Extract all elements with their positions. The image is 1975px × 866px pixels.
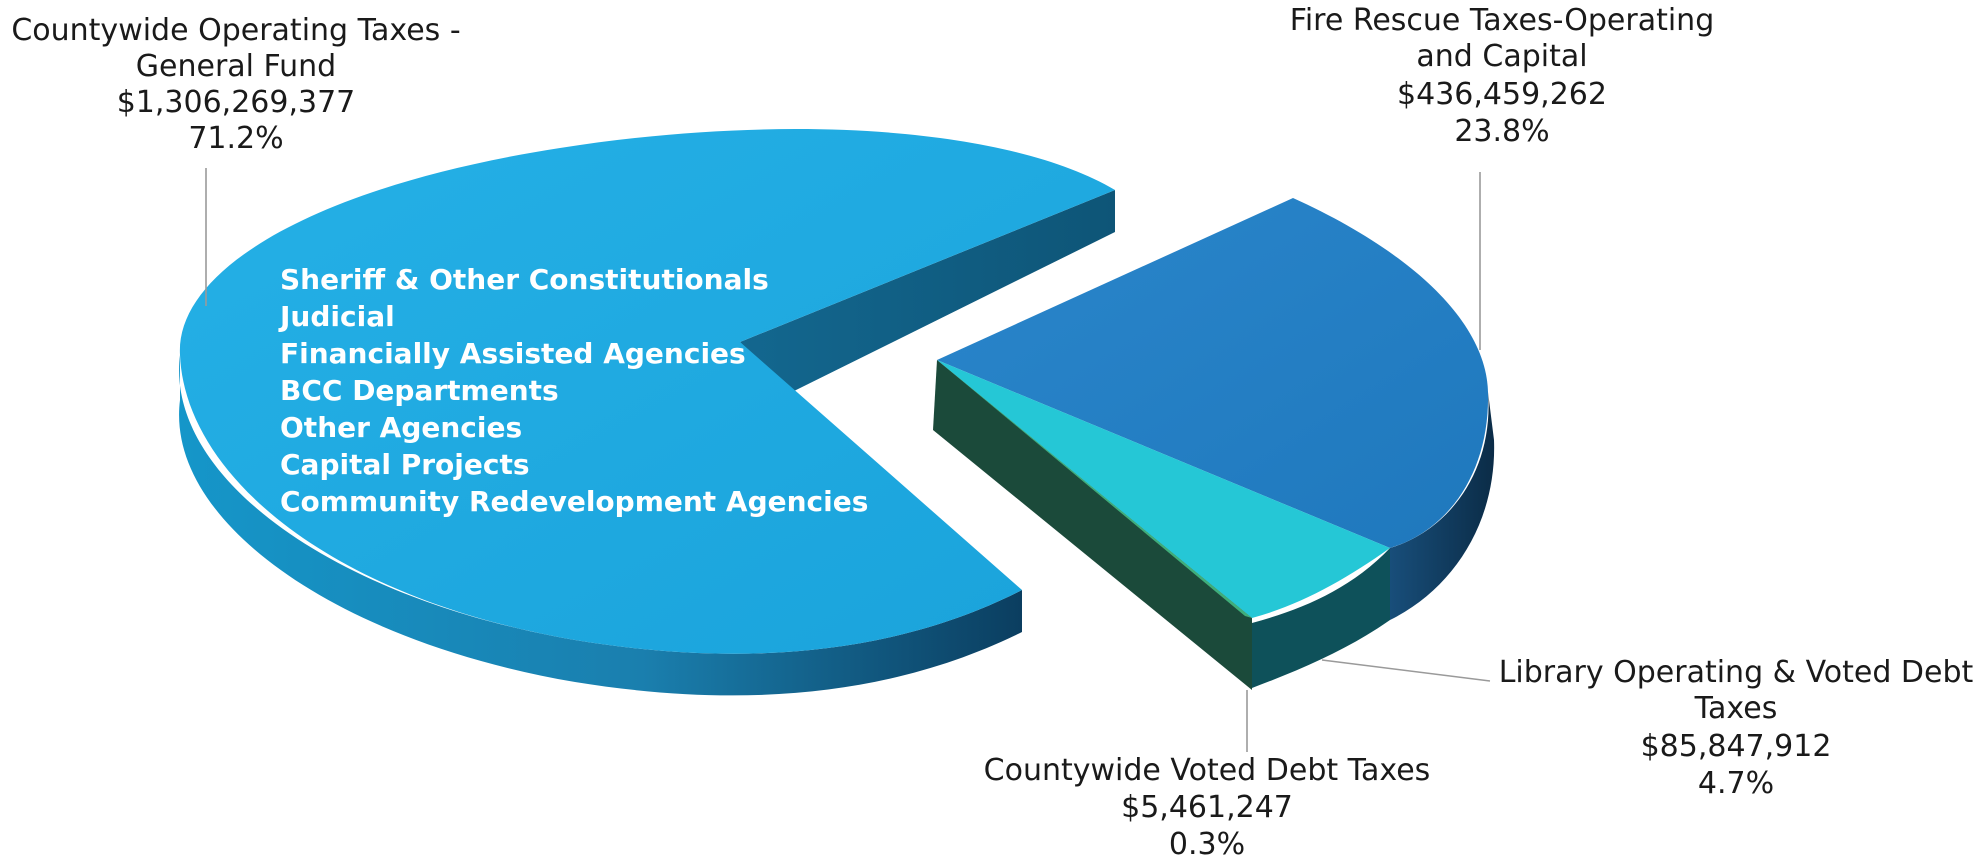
slice-general-fund-inner-wall bbox=[740, 190, 1115, 394]
breakdown-item: Other Agencies bbox=[280, 411, 522, 444]
label-library-value: $85,847,912 bbox=[1641, 729, 1832, 764]
label-fire-rescue-percent: 23.8% bbox=[1454, 114, 1549, 149]
breakdown-item: Capital Projects bbox=[280, 448, 530, 481]
breakdown-item: Community Redevelopment Agencies bbox=[280, 485, 868, 518]
breakdown-item: Financially Assisted Agencies bbox=[280, 337, 746, 370]
slice-library bbox=[937, 360, 1390, 688]
slice-fire-rescue-side bbox=[1390, 392, 1495, 620]
label-voted-debt: Countywide Voted Debt Taxes $5,461,247 0… bbox=[984, 753, 1431, 862]
label-general-fund-percent: 71.2% bbox=[188, 121, 283, 156]
breakdown-item: Judicial bbox=[278, 300, 395, 333]
label-library-line-2: Taxes bbox=[1694, 691, 1778, 726]
label-voted-debt-percent: 0.3% bbox=[1169, 827, 1245, 862]
callout-line-library bbox=[1321, 659, 1491, 682]
label-library: Library Operating & Voted Debt Taxes $85… bbox=[1499, 655, 1974, 801]
label-general-fund-value: $1,306,269,377 bbox=[117, 85, 356, 120]
slice-library-side bbox=[1252, 548, 1390, 688]
general-fund-breakdown-list: Sheriff & Other Constitutionals Judicial… bbox=[278, 263, 868, 518]
callout-lines bbox=[205, 168, 1491, 752]
slice-general-fund bbox=[179, 129, 1115, 696]
label-voted-debt-line-1: Countywide Voted Debt Taxes bbox=[984, 753, 1431, 788]
label-library-line-1: Library Operating & Voted Debt bbox=[1499, 655, 1974, 690]
slice-fire-rescue-top bbox=[937, 198, 1489, 548]
label-voted-debt-value: $5,461,247 bbox=[1121, 790, 1293, 825]
slice-general-fund-top bbox=[179, 129, 1115, 654]
label-fire-rescue-value: $436,459,262 bbox=[1397, 77, 1607, 112]
slice-voted-debt-top bbox=[937, 360, 1252, 618]
slice-general-fund-side bbox=[179, 355, 1023, 696]
breakdown-item: Sheriff & Other Constitutionals bbox=[280, 263, 769, 296]
label-fire-rescue-line-2: and Capital bbox=[1416, 39, 1587, 74]
label-fire-rescue-line-1: Fire Rescue Taxes-Operating bbox=[1290, 3, 1714, 38]
label-fire-rescue: Fire Rescue Taxes-Operating and Capital … bbox=[1290, 3, 1714, 149]
label-general-fund-line-2: General Fund bbox=[136, 49, 336, 84]
label-general-fund-line-1: Countywide Operating Taxes - bbox=[11, 13, 460, 48]
label-general-fund: Countywide Operating Taxes - General Fun… bbox=[11, 13, 460, 156]
label-library-percent: 4.7% bbox=[1698, 766, 1774, 801]
slice-voted-debt bbox=[933, 360, 1252, 690]
slice-fire-rescue bbox=[937, 198, 1495, 620]
slice-library-top bbox=[937, 360, 1390, 618]
slice-voted-debt-wall bbox=[933, 360, 1252, 690]
breakdown-item: BCC Departments bbox=[280, 374, 559, 407]
